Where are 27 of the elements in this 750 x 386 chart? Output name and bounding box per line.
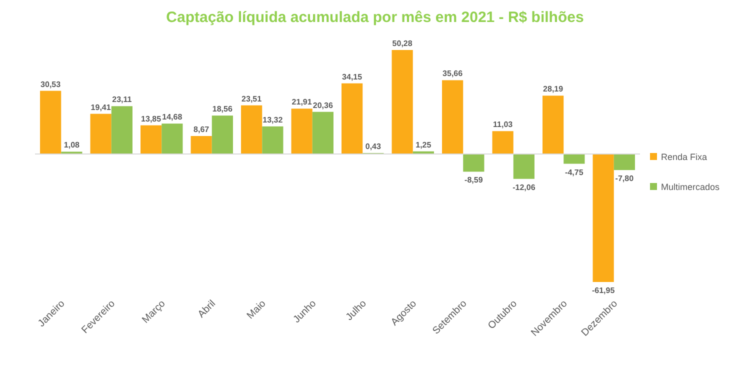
data-label: 11,03	[493, 120, 514, 130]
data-label: 1,08	[64, 140, 80, 150]
data-label: 35,66	[442, 69, 464, 78]
data-label: 1,25	[416, 140, 432, 150]
data-label: -12,06	[512, 182, 536, 192]
legend-label: Renda Fixa	[661, 152, 708, 162]
data-label: 21,91	[292, 98, 312, 107]
data-label: -7,80	[615, 174, 634, 184]
data-label: 8,67	[194, 125, 210, 134]
data-label: -61,95	[592, 286, 616, 295]
data-label: 0,43	[365, 142, 382, 152]
data-label: 30,53	[40, 80, 62, 89]
data-label: 18,56	[212, 104, 233, 114]
data-label: 23,11	[112, 95, 132, 104]
data-label: 14,68	[162, 112, 183, 122]
data-label: 50,28	[392, 39, 413, 48]
data-label: 20,36	[312, 100, 334, 110]
data-label: 28,19	[543, 84, 564, 94]
data-label: 13,85	[141, 114, 162, 124]
legend-label: Multimercados	[661, 182, 720, 192]
data-label: -8,59	[464, 176, 484, 185]
data-label: 13,32	[262, 115, 284, 124]
data-label: 23,51	[242, 94, 262, 104]
data-label: -4,75	[565, 168, 584, 177]
chart-title: Captação líquida acumulada por mês em 2021 - R$ bilhões	[166, 9, 584, 26]
data-label: 19,41	[90, 102, 112, 112]
data-label: 34,15	[342, 72, 363, 82]
